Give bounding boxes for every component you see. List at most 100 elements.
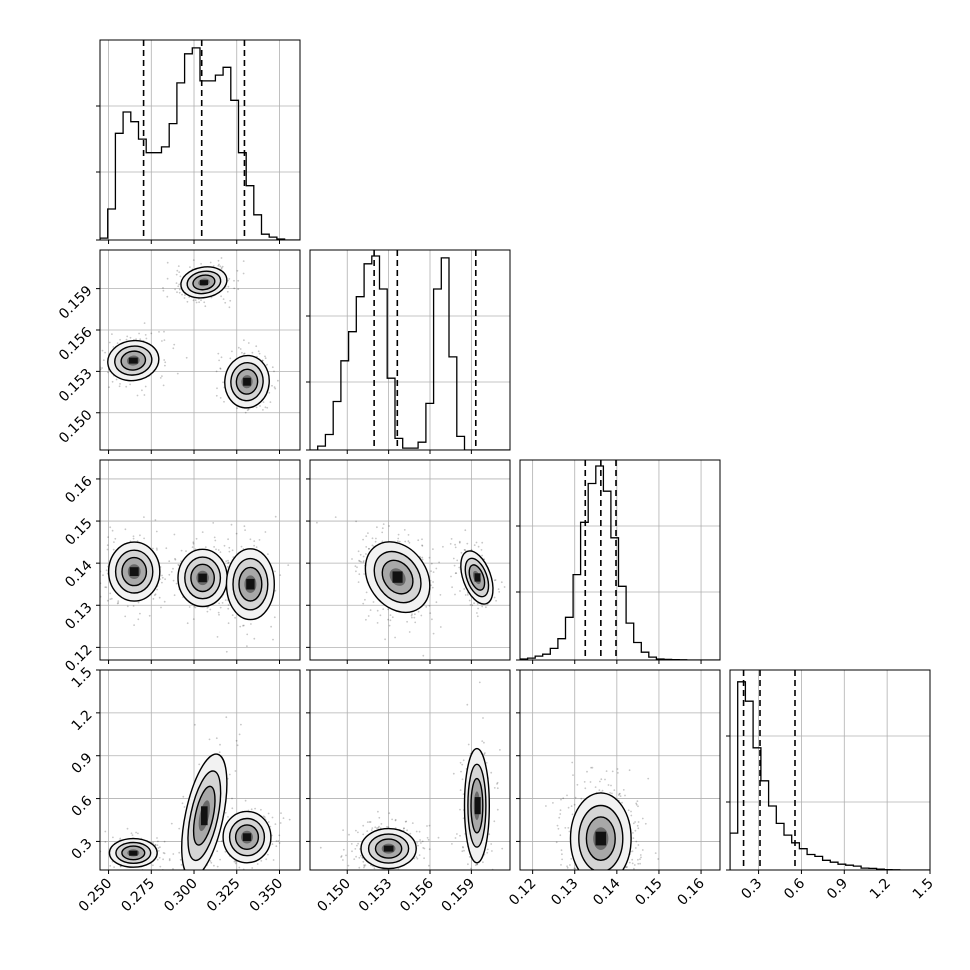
sample-point bbox=[545, 805, 547, 807]
sample-point bbox=[150, 332, 153, 335]
sample-point bbox=[235, 860, 237, 863]
sample-point bbox=[360, 561, 362, 563]
sample-point bbox=[141, 389, 143, 392]
x-tick-label-p1: 0.275 bbox=[118, 876, 158, 916]
sample-point bbox=[378, 825, 380, 828]
sample-point bbox=[350, 843, 353, 845]
sample-point bbox=[427, 838, 430, 841]
sample-point bbox=[271, 843, 274, 845]
sample-point bbox=[101, 349, 104, 352]
sample-point bbox=[561, 853, 563, 856]
density bbox=[100, 515, 290, 653]
panel-p3-p4: 0.12 0.13 0.14 0.15 0.16 bbox=[506, 669, 721, 909]
sample-point bbox=[232, 556, 235, 558]
sample-point bbox=[107, 536, 109, 538]
sample-point bbox=[189, 903, 191, 905]
sample-point bbox=[355, 570, 357, 573]
sample-point bbox=[363, 864, 365, 866]
sample-point bbox=[468, 599, 471, 602]
sample-point bbox=[137, 618, 140, 621]
sample-point bbox=[453, 564, 456, 567]
sample-point bbox=[641, 817, 644, 820]
sample-point bbox=[216, 636, 219, 638]
sample-point bbox=[368, 547, 370, 550]
sample-point bbox=[213, 864, 215, 867]
sample-point bbox=[362, 860, 365, 863]
y-tick-label-p2: 0.159 bbox=[56, 283, 96, 323]
sample-point bbox=[599, 874, 601, 876]
sample-point bbox=[271, 816, 274, 819]
sample-point bbox=[174, 558, 177, 561]
sample-point bbox=[104, 830, 107, 833]
sample-point bbox=[610, 784, 612, 787]
sample-point bbox=[635, 840, 638, 843]
sample-point bbox=[403, 529, 406, 531]
sample-point bbox=[480, 549, 483, 551]
sample-point bbox=[411, 613, 413, 616]
sample-point bbox=[231, 350, 233, 353]
sample-point bbox=[641, 849, 644, 851]
sample-point bbox=[147, 873, 149, 875]
sample-point bbox=[154, 593, 157, 596]
sample-point bbox=[430, 570, 432, 572]
sample-point bbox=[234, 616, 237, 619]
sample-point bbox=[172, 853, 175, 855]
sample-point bbox=[408, 541, 411, 544]
sample-point bbox=[456, 559, 459, 562]
sample-point bbox=[477, 607, 479, 610]
sample-point bbox=[125, 338, 128, 341]
sample-point bbox=[362, 538, 364, 541]
sample-point bbox=[119, 837, 122, 840]
sample-point bbox=[609, 872, 611, 874]
sample-point bbox=[421, 840, 424, 843]
sample-point bbox=[599, 780, 601, 783]
sample-point bbox=[186, 622, 189, 625]
sample-point bbox=[407, 534, 410, 536]
sample-point bbox=[110, 597, 113, 600]
sample-point bbox=[413, 879, 415, 881]
sample-point bbox=[631, 858, 634, 861]
sample-point bbox=[560, 849, 563, 852]
sample-point bbox=[228, 550, 231, 553]
sample-point bbox=[273, 386, 276, 388]
sample-point bbox=[244, 799, 247, 802]
sample-point bbox=[178, 288, 181, 291]
sample-point bbox=[218, 602, 220, 605]
sample-point bbox=[216, 387, 218, 390]
sample-point bbox=[236, 744, 239, 747]
sample-point bbox=[270, 625, 272, 628]
sample-point bbox=[201, 531, 204, 533]
sample-point bbox=[159, 846, 161, 849]
sample-point bbox=[432, 548, 434, 550]
sample-point bbox=[236, 269, 239, 272]
sample-point bbox=[476, 603, 479, 605]
sample-point bbox=[229, 357, 232, 360]
sample-point bbox=[138, 332, 140, 335]
sample-point bbox=[419, 839, 421, 841]
sample-point bbox=[274, 387, 277, 390]
sample-point bbox=[477, 883, 479, 885]
sample-point bbox=[363, 573, 366, 575]
sample-point bbox=[213, 546, 215, 548]
sample-point bbox=[376, 609, 379, 612]
sample-point bbox=[418, 876, 420, 878]
sample-point bbox=[463, 588, 466, 590]
sample-point bbox=[467, 743, 470, 746]
sample-point bbox=[257, 350, 260, 353]
sample-point bbox=[105, 586, 108, 589]
sample-point bbox=[218, 613, 220, 616]
sample-point bbox=[591, 766, 594, 769]
sample-point bbox=[394, 819, 397, 822]
sample-point bbox=[625, 866, 627, 868]
sample-point bbox=[567, 806, 570, 809]
sample-point bbox=[591, 872, 593, 874]
sample-point bbox=[488, 833, 491, 836]
sample-point bbox=[220, 266, 223, 269]
sample-point bbox=[417, 844, 419, 847]
sample-point bbox=[423, 847, 426, 850]
sample-point bbox=[497, 588, 500, 590]
sample-point bbox=[596, 876, 598, 878]
panel-frame bbox=[309, 669, 511, 871]
sample-point bbox=[483, 753, 486, 756]
sample-point bbox=[357, 842, 359, 845]
